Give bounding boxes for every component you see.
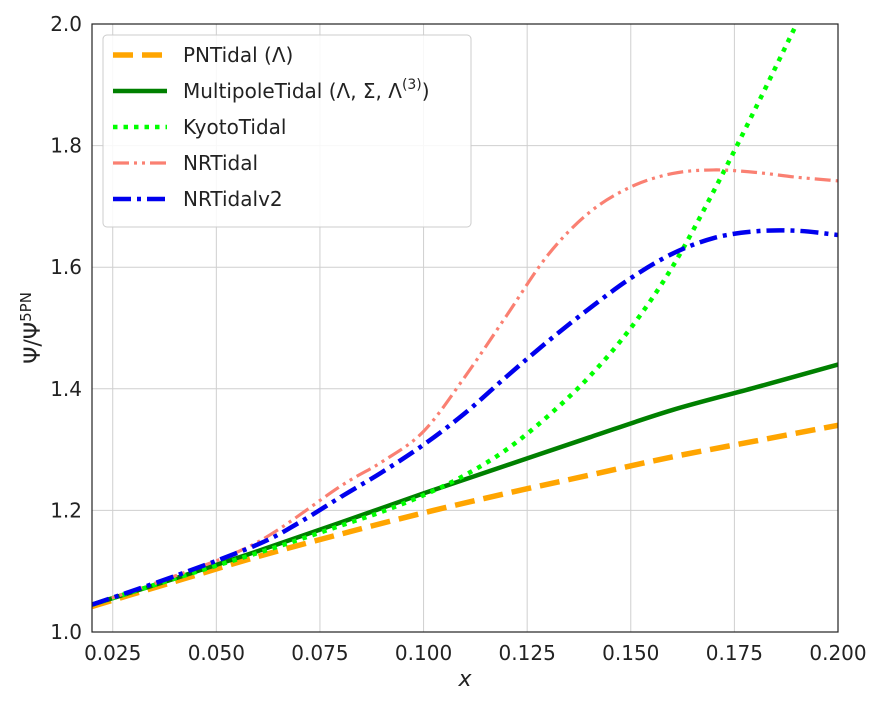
legend-label: KyotoTidal: [183, 115, 286, 139]
x-tick-label: 0.075: [291, 641, 348, 665]
legend-box: [102, 34, 472, 228]
y-tick-labels: 1.0 1.2 1.4 1.6 1.8 2.0: [50, 12, 82, 644]
x-tick-label: 0.175: [706, 641, 763, 665]
y-tick-label: 1.0: [50, 620, 82, 644]
x-axis-label: x: [457, 667, 472, 692]
plot-frame: [91, 23, 839, 633]
legend-label: MultipoleTidal (Λ, Σ, Λ(3)): [183, 77, 430, 103]
x-tick-label: 0.125: [499, 641, 556, 665]
x-tick-label: 0.200: [809, 641, 866, 665]
legend-label: NRTidalv2: [183, 187, 283, 211]
legend: PNTidal (Λ) MultipoleTidal (Λ, Σ, Λ(3)) Ky…: [102, 34, 472, 228]
x-tick-labels: 0.025 0.050 0.075 0.100 0.125 0.150 0.175 0.200: [84, 641, 867, 665]
y-tick-label: 2.0: [50, 12, 82, 36]
legend-label: PNTidal (Λ): [183, 43, 293, 67]
series-line-pntidal: [92, 422, 838, 610]
x-tick-label: 0.150: [602, 641, 659, 665]
legend-label: NRTidal: [183, 151, 258, 175]
x-tick-label: 0.100: [395, 641, 452, 665]
y-tick-label: 1.8: [50, 134, 82, 158]
series-group: [92, 24, 838, 610]
y-tick-label: 1.6: [50, 255, 82, 279]
x-tick-label: 0.050: [188, 641, 245, 665]
series-line-nrtidal: [92, 168, 838, 607]
x-tick-label: 0.025: [84, 641, 141, 665]
y-axis-label: Ψ/Ψ5PN: [17, 292, 46, 364]
y-tick-label: 1.4: [50, 377, 82, 401]
y-tick-label: 1.2: [50, 498, 82, 522]
